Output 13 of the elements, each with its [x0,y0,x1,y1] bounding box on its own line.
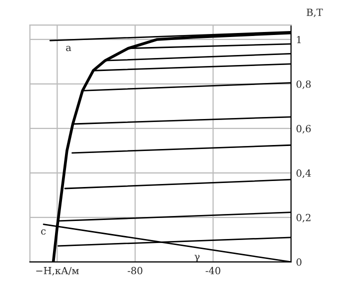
y-tick-label: 1 [297,36,301,44]
annotation: c [41,229,46,235]
y-tick-label: 0,4 [296,169,311,178]
x-tick-label: −H,кА/м [36,267,79,276]
annotation: a [66,46,72,52]
annotation: γ [194,254,200,262]
y-axis-title: B,T [306,8,323,18]
y-tick-label: 0,2 [296,214,310,222]
y-tick-label: 0,8 [296,80,311,89]
y-tick-label: 0 [296,258,302,266]
x-tick-label: -80 [128,266,142,274]
x-tick-label: -40 [206,266,220,274]
y-tick-label: 0,6 [296,124,311,134]
